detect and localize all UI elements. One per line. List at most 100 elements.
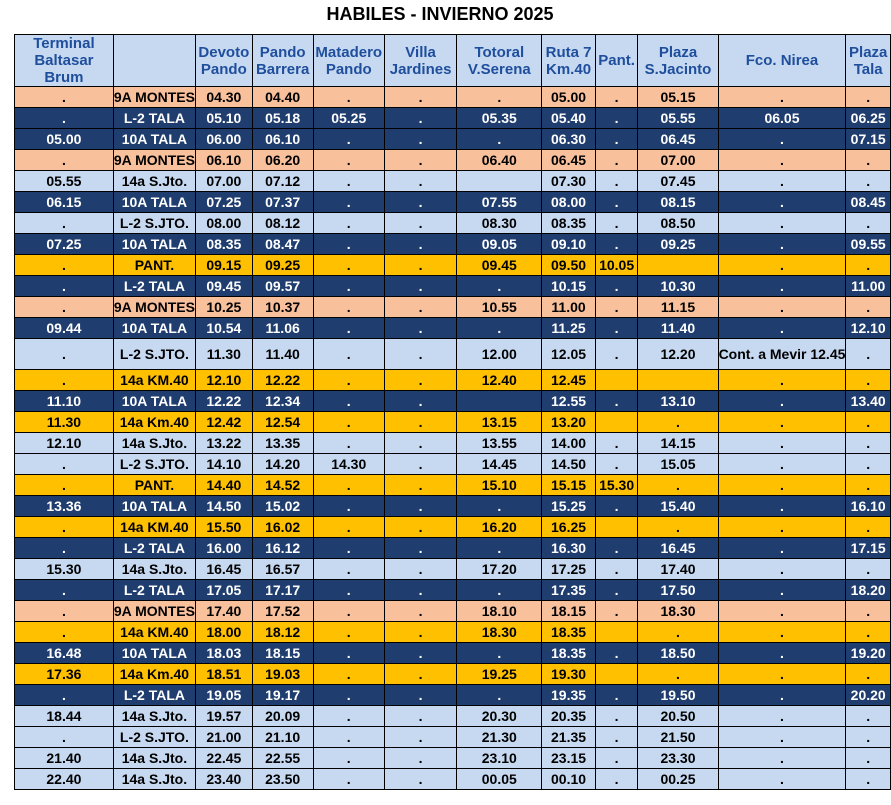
table-cell	[594, 369, 639, 391]
table-cell: 16.00	[194, 537, 253, 559]
table-row: . L-2 S.JTO. 11.30 11.40.. 12.00 12.05. 12.20 C…	[14, 338, 891, 370]
table-cell: 10.37	[251, 296, 314, 318]
line-cell: L-2 TALA	[112, 107, 196, 129]
table-cell: .	[312, 432, 385, 454]
col-header: Pant.	[594, 34, 639, 87]
table-cell: 21.40	[14, 747, 114, 769]
table-cell: 11.15	[637, 296, 719, 318]
table-cell: .	[717, 128, 847, 150]
table-cell: .	[845, 726, 891, 748]
table-cell: 16.30	[541, 537, 596, 559]
table-cell: .	[312, 579, 385, 601]
table-cell: .	[717, 537, 847, 559]
table-cell: .	[845, 411, 891, 433]
table-row: . PANT. 09.15 09.25.. 09.45 09.50 10.05..	[14, 254, 891, 276]
table-cell: 04.40	[251, 86, 314, 108]
table-row: 21.40 14a S.Jto. 22.45 22.55.. 23.10 23.15. 23…	[14, 747, 891, 769]
table-cell: .	[594, 149, 639, 171]
table-cell: .	[312, 149, 385, 171]
table-cell	[456, 390, 543, 412]
table-cell: 19.05	[194, 684, 253, 706]
table-row: . 14a KM.40 12.10 12.22.. 12.40 12.45..	[14, 369, 891, 391]
table-cell: 06.05	[717, 107, 847, 129]
table-cell: 16.12	[251, 537, 314, 559]
table-cell: .	[383, 663, 458, 685]
table-cell: 05.55	[637, 107, 719, 129]
table-cell: .	[594, 453, 639, 475]
table-cell: .	[14, 600, 114, 622]
table-cell: 05.25	[312, 107, 385, 129]
table-cell: .	[717, 747, 847, 769]
table-cell: .	[383, 86, 458, 108]
table-cell: .	[717, 516, 847, 538]
table-cell: 12.22	[194, 390, 253, 412]
table-cell: 06.00	[194, 128, 253, 150]
table-cell: .	[594, 537, 639, 559]
table-cell: .	[717, 149, 847, 171]
table-cell: 22.55	[251, 747, 314, 769]
table-cell: 09.05	[456, 233, 543, 255]
table-cell: 12.34	[251, 390, 314, 412]
table-cell: 22.40	[14, 768, 114, 790]
table-cell: 13.10	[637, 390, 719, 412]
table-cell: 12.54	[251, 411, 314, 433]
table-cell: .	[717, 86, 847, 108]
table-cell: .	[383, 705, 458, 727]
table-cell: .	[14, 369, 114, 391]
table-cell: 07.00	[637, 149, 719, 171]
table-cell: .	[456, 128, 543, 150]
table-cell: 06.10	[194, 149, 253, 171]
table-cell	[594, 516, 639, 538]
table-cell: .	[312, 254, 385, 276]
line-cell: L-2 S.JTO.	[112, 338, 196, 370]
table-cell: .	[383, 432, 458, 454]
table-cell: 18.50	[637, 642, 719, 664]
table-cell	[637, 254, 719, 276]
table-cell: .	[594, 128, 639, 150]
table-cell: .	[845, 338, 891, 370]
col-header: Fco. Nirea	[717, 34, 847, 87]
table-row: 12.10 14a S.Jto. 13.22 13.35.. 13.55 14.00. 14…	[14, 432, 891, 454]
line-cell: L-2 S.JTO.	[112, 726, 196, 748]
table-cell: .	[312, 726, 385, 748]
table-cell: 10.55	[456, 296, 543, 318]
table-cell: 06.30	[541, 128, 596, 150]
table-cell: .	[717, 663, 847, 685]
table-cell: .	[845, 516, 891, 538]
table-cell: .	[845, 149, 891, 171]
table-cell: .	[717, 768, 847, 790]
table-cell: .	[14, 149, 114, 171]
col-header: Plaza Tala	[845, 34, 891, 87]
table-cell: .	[383, 537, 458, 559]
line-cell: L-2 TALA	[112, 579, 196, 601]
table-cell: 08.00	[194, 212, 253, 234]
table-row: 22.40 14a S.Jto. 23.40 23.50.. 00.05 00.10. 00…	[14, 768, 891, 790]
table-cell: .	[594, 191, 639, 213]
table-row: . L-2 TALA 16.00 16.12... 16.30. 16.45. 17.15	[14, 537, 891, 559]
line-cell: 14a S.Jto.	[112, 170, 196, 192]
table-cell: 17.40	[194, 600, 253, 622]
table-cell: 21.50	[637, 726, 719, 748]
table-cell: 18.30	[637, 600, 719, 622]
table-cell: .	[14, 254, 114, 276]
table-cell: .	[383, 317, 458, 339]
table-row: 05.55 14a S.Jto. 07.00 07.12.. 07.30. 07.45..	[14, 170, 891, 192]
table-cell: .	[637, 516, 719, 538]
table-cell: 18.15	[541, 600, 596, 622]
col-header: Devoto Pando	[194, 34, 253, 87]
table-cell: 17.20	[456, 558, 543, 580]
table-cell: Cont. a Mevir 12.45	[717, 338, 847, 370]
table-cell: 20.20	[845, 684, 891, 706]
table-cell: .	[312, 191, 385, 213]
table-cell: 17.50	[637, 579, 719, 601]
table-cell: 09.10	[541, 233, 596, 255]
table-cell: .	[14, 86, 114, 108]
table-cell: 14.50	[541, 453, 596, 475]
table-cell: .	[637, 474, 719, 496]
table-cell: 19.25	[456, 663, 543, 685]
table-cell: .	[383, 558, 458, 580]
table-row: . 9A MONTES 10.25 10.37.. 10.55 11.00. 11.15..	[14, 296, 891, 318]
table-cell: .	[383, 768, 458, 790]
table-cell: 07.37	[251, 191, 314, 213]
table-cell: 14.20	[251, 453, 314, 475]
